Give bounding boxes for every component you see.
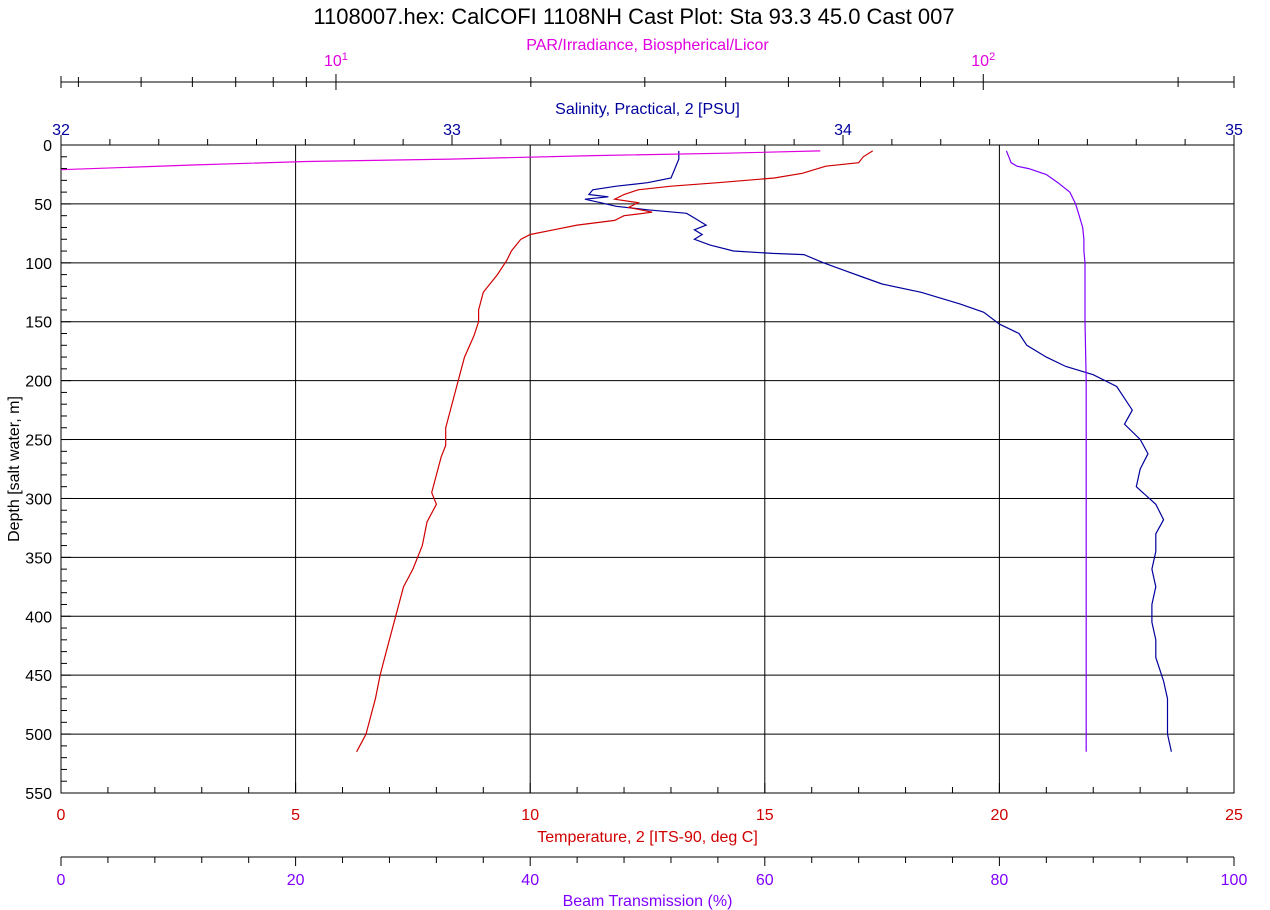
y-tick-label: 450 — [25, 668, 52, 685]
temperature-profile-line — [356, 150, 874, 753]
chart-title: 1108007.hex: CalCOFI 1108NH Cast Plot: S… — [313, 4, 954, 29]
par-axis-title: PAR/Irradiance, Biospherical/Licor — [526, 37, 769, 54]
depth-axis: 0 50 100 150 200 250 300 350 400 450 500 550 Depth [… — [6, 138, 71, 803]
y-tick-label: 50 — [34, 197, 52, 214]
salinity-tick-label: 35 — [1225, 122, 1243, 139]
beam-tick-label: 40 — [521, 872, 539, 889]
temperature-tick-label: 0 — [57, 807, 66, 824]
par-profile-line — [60, 150, 821, 171]
beam-profile-line — [1005, 150, 1087, 752]
salinity-tick-label: 32 — [52, 122, 70, 139]
grid-lines — [61, 145, 1234, 793]
beam-tick-label: 0 — [57, 872, 66, 889]
beam-tick-label: 80 — [991, 872, 1009, 889]
y-tick-label: 250 — [25, 433, 52, 450]
beam-axis-title: Beam Transmission (%) — [563, 893, 733, 910]
temperature-axis-title: Temperature, 2 [ITS-90, deg C] — [537, 829, 758, 846]
y-tick-label: 150 — [25, 315, 52, 332]
y-tick-label: 500 — [25, 727, 52, 744]
y-tick-label: 300 — [25, 491, 52, 508]
plot-area — [60, 144, 1235, 794]
temperature-tick-label: 10 — [521, 807, 539, 824]
beam-tick-label: 60 — [756, 872, 774, 889]
salinity-axis-title: Salinity, Practical, 2 [PSU] — [555, 101, 740, 118]
beam-tick-label: 100 — [1221, 872, 1248, 889]
top-axes: 101 102 PAR/Irradiance, Biospherical/Licor… — [52, 37, 1243, 145]
temperature-tick-label: 5 — [291, 807, 300, 824]
y-tick-label: 0 — [43, 138, 52, 155]
plot-border — [60, 144, 1235, 794]
y-tick-label: 100 — [25, 256, 52, 273]
temperature-tick-label: 20 — [991, 807, 1009, 824]
y-tick-label: 350 — [25, 550, 52, 567]
y-tick-label: 550 — [25, 786, 52, 803]
salinity-profile-line — [584, 150, 1172, 752]
bottom-axes: 0 5 10 15 20 25 Temperature, 2 [ITS-90, deg C]… — [57, 783, 1248, 910]
par-tick-label: 101 — [324, 51, 348, 70]
y-tick-label: 200 — [25, 374, 52, 391]
y-tick-label: 400 — [25, 609, 52, 626]
y-axis-title: Depth [salt water, m] — [6, 396, 23, 542]
salinity-tick-label: 33 — [443, 122, 461, 139]
temperature-tick-label: 15 — [756, 807, 774, 824]
salinity-tick-label: 34 — [834, 122, 852, 139]
beam-tick-label: 20 — [287, 872, 305, 889]
temperature-tick-label: 25 — [1225, 807, 1243, 824]
par-tick-label: 102 — [971, 51, 995, 70]
profile-series — [60, 150, 1172, 753]
